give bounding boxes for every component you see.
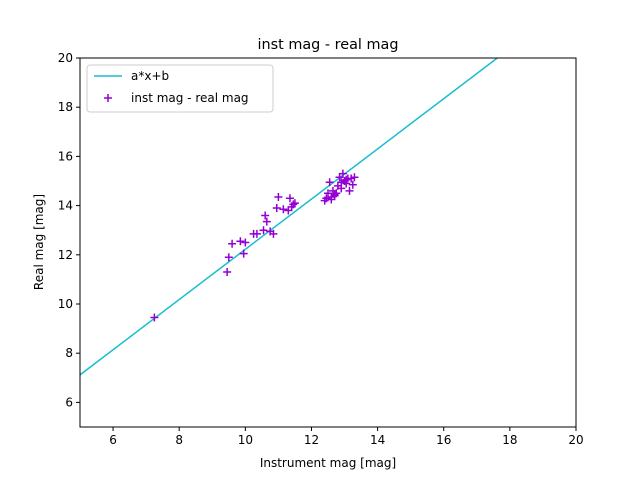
data-point xyxy=(325,178,334,187)
data-point xyxy=(236,237,245,246)
data-point xyxy=(332,189,341,198)
data-point xyxy=(285,194,294,203)
data-point xyxy=(337,178,346,187)
data-point xyxy=(342,175,351,184)
legend-box xyxy=(86,64,274,113)
legend-plus-swatch xyxy=(104,94,112,102)
plot-frame xyxy=(79,57,577,428)
fit-line xyxy=(80,58,498,376)
data-point xyxy=(274,192,283,201)
data-point xyxy=(272,204,281,213)
data-point xyxy=(269,229,278,238)
y-tick-label: 8 xyxy=(65,346,73,360)
y-tick-label: 18 xyxy=(58,100,73,114)
legend-plus-marker xyxy=(104,94,112,102)
data-point xyxy=(252,229,261,238)
legend: a*x+b inst mag - real mag xyxy=(86,64,274,113)
y-tick-label: 6 xyxy=(65,395,73,409)
y-tick-label: 14 xyxy=(58,199,73,213)
series-layer xyxy=(80,58,498,376)
x-tick-label: 12 xyxy=(304,433,319,447)
x-axis-ticks: 6 8 10 12 14 16 18 20 xyxy=(109,427,584,447)
data-point xyxy=(261,211,270,220)
x-tick-label: 8 xyxy=(175,433,183,447)
x-tick-label: 10 xyxy=(238,433,253,447)
data-point xyxy=(224,253,233,262)
y-tick-label: 20 xyxy=(58,51,73,65)
data-point xyxy=(239,249,248,258)
x-tick-label: 14 xyxy=(370,433,385,447)
x-tick-label: 18 xyxy=(502,433,517,447)
data-point xyxy=(241,238,250,247)
chart-title: inst mag - real mag xyxy=(258,37,399,53)
x-tick-label: 20 xyxy=(568,433,583,447)
y-tick-label: 12 xyxy=(58,248,73,262)
data-point xyxy=(259,226,268,235)
data-point xyxy=(262,217,271,226)
data-point xyxy=(338,169,347,178)
x-axis-label: Instrument mag [mag] xyxy=(260,456,396,470)
y-tick-label: 10 xyxy=(58,297,73,311)
data-point xyxy=(279,205,288,214)
data-point xyxy=(150,313,159,322)
plot-area xyxy=(80,58,498,376)
data-point xyxy=(290,199,299,208)
data-point xyxy=(330,190,339,199)
data-point xyxy=(228,239,237,248)
y-tick-label: 16 xyxy=(58,149,73,163)
data-point xyxy=(322,194,331,203)
data-point xyxy=(289,200,298,209)
x-tick-label: 6 xyxy=(109,433,117,447)
data-point xyxy=(223,268,232,277)
legend-label-data: inst mag - real mag xyxy=(131,91,249,105)
legend-label-fit: a*x+b xyxy=(131,69,169,83)
y-axis-label: Real mag [mag] xyxy=(32,194,46,290)
x-tick-label: 16 xyxy=(436,433,451,447)
y-axis-ticks: 6 8 10 12 14 16 18 20 xyxy=(58,51,80,409)
data-point xyxy=(345,186,354,195)
data-point xyxy=(350,173,359,182)
data-point xyxy=(348,180,357,189)
